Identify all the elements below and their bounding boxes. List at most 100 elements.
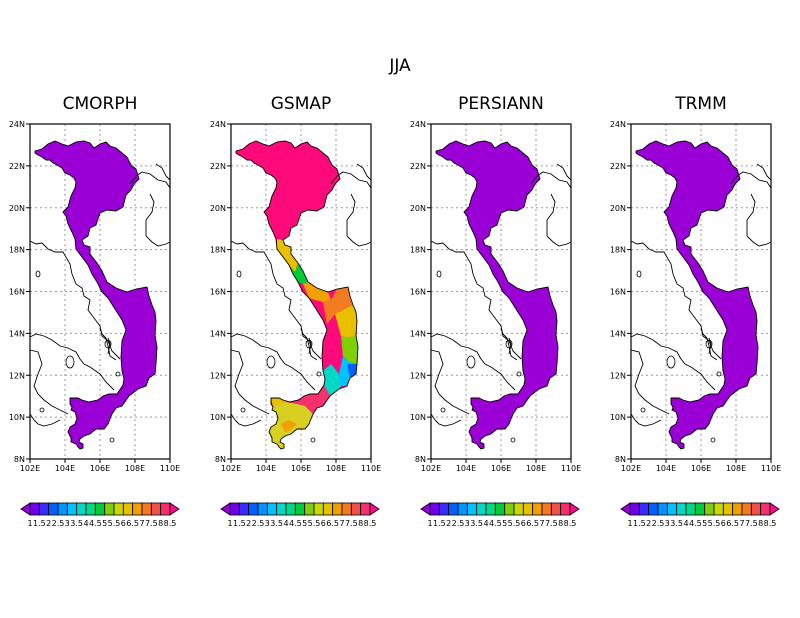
- border-line: [430, 349, 470, 415]
- colorbar-label: 6.5: [326, 519, 339, 528]
- colorbar-label: 4: [283, 519, 288, 528]
- island: [109, 437, 115, 443]
- colorbar-swatch: [522, 502, 534, 516]
- border-line: [630, 333, 716, 391]
- colorbar-swatch: [694, 502, 706, 516]
- colorbar-swatch: [704, 502, 715, 516]
- colorbar-swatch: [248, 502, 259, 516]
- colorbar-swatch: [150, 502, 162, 516]
- colorbar-label: 7: [339, 519, 344, 528]
- panel-title-persiann: PERSIANN: [458, 94, 544, 114]
- colorbar-swatch: [85, 502, 96, 516]
- precip-band: [323, 287, 353, 324]
- lat-tick-label: 20N: [610, 204, 626, 213]
- lat-tick-label: 14N: [210, 329, 226, 338]
- island: [310, 437, 316, 443]
- colorbar-label: 3.5: [470, 519, 483, 528]
- colorbar-swatch: [122, 502, 134, 516]
- lat-tick-label: 14N: [610, 329, 626, 338]
- lat-tick-label: 20N: [210, 204, 226, 213]
- lat-tick-label: 10N: [610, 413, 626, 422]
- panel-title-gsmap: GSMAP: [270, 94, 332, 114]
- border-line: [346, 193, 372, 247]
- lat-tick-label: 14N: [410, 329, 426, 338]
- colorbar-swatch: [448, 502, 459, 516]
- colorbar-swatch: [457, 502, 468, 516]
- island: [636, 270, 642, 278]
- precip-band: [335, 305, 357, 338]
- lon-tick-label: 104E: [55, 464, 75, 473]
- colorbar-label: 6: [121, 519, 126, 528]
- coastline: [635, 140, 759, 450]
- colorbar-label: 5.5: [708, 519, 721, 528]
- border-line: [756, 163, 772, 181]
- colorbar-label: 6.5: [726, 519, 739, 528]
- colorbar-swatch: [229, 502, 240, 516]
- colorbar-gsmap: 1 1.5 2 2.5 3 3.5 4 4.5 5 5.5 6 6.5 7 7.5 8 8.5: [220, 502, 380, 528]
- colorbar-swatch: [685, 502, 696, 516]
- colorbar-swatch: [629, 502, 640, 516]
- coastline: [34, 140, 158, 450]
- colorbar-label: 4.5: [489, 519, 502, 528]
- colorbar-label: 2.5: [252, 519, 265, 528]
- colorbar-swatch: [238, 502, 250, 516]
- lat-tick-label: 24N: [410, 120, 426, 129]
- colorbar-label: 4: [83, 519, 88, 528]
- lon-tick-label: 110E: [160, 464, 180, 473]
- colorbar-swatch: [322, 502, 334, 516]
- lon-tick-label: 106E: [491, 464, 511, 473]
- colorbar-label: 8.5: [564, 519, 577, 528]
- colorbar-label: 2.5: [652, 519, 665, 528]
- border-line: [546, 193, 572, 247]
- colorbar-swatch: [38, 502, 50, 516]
- border-line: [746, 193, 772, 247]
- colorbar-label: 6: [521, 519, 526, 528]
- colorbar-swatch: [266, 502, 278, 516]
- colorbar-swatch: [29, 502, 40, 516]
- colorbar-label: 5: [302, 519, 307, 528]
- lat-tick-label: 20N: [9, 204, 25, 213]
- lon-tick-label: 110E: [361, 464, 381, 473]
- lon-tick-label: 104E: [656, 464, 676, 473]
- island: [440, 407, 446, 413]
- island: [516, 371, 522, 377]
- colorbar-label: 4: [483, 519, 488, 528]
- lon-tick-label: 110E: [561, 464, 581, 473]
- lat-tick-label: 16N: [9, 288, 25, 297]
- precip-band: [323, 364, 341, 396]
- colorbar-swatch: [485, 502, 496, 516]
- colorbar-label: 7: [539, 519, 544, 528]
- map-frame-1: 102E 104E 106E 108E 110E 24N 22N 20N 18N 16N 14N 12…: [210, 120, 381, 473]
- colorbar-swatch: [276, 502, 287, 516]
- lat-tick-label: 24N: [9, 120, 25, 129]
- colorbar-arrow-low: [20, 502, 31, 516]
- lon-tick-label: 108E: [726, 464, 746, 473]
- colorbar-label: 8: [558, 519, 563, 528]
- colorbar-swatch: [141, 502, 152, 516]
- colorbar-swatch: [750, 502, 762, 516]
- precip-band: [281, 420, 297, 432]
- precip-band: [339, 356, 357, 386]
- colorbar-label: 1.5: [33, 519, 46, 528]
- lat-tick-label: 10N: [410, 413, 426, 422]
- colorbar-swatch: [550, 502, 562, 516]
- border-line: [330, 171, 372, 189]
- colorbar-swatch: [648, 502, 659, 516]
- lat-tick-label: 8N: [14, 455, 25, 464]
- country-fill: [436, 141, 558, 449]
- border-line: [29, 349, 69, 415]
- border-line: [230, 413, 262, 427]
- lat-tick-label: 12N: [210, 371, 226, 380]
- colorbar-persiann: 1 1.5 2 2.5 3 3.5 4 4.5 5 5.5 6 6.5 7 7.5 8 8.5: [420, 502, 580, 528]
- colorbar-trmm: 1 1.5 2 2.5 3 3.5 4 4.5 5 5.5 6 6.5 7 7.5 8 8.5: [620, 502, 780, 528]
- country-fill: [35, 141, 157, 449]
- lat-tick-label: 8N: [215, 455, 226, 464]
- colorbar-label: 7.5: [745, 519, 758, 528]
- colorbar-label: 8: [158, 519, 163, 528]
- colorbar-label: 4.5: [289, 519, 302, 528]
- colorbar-arrow-low: [420, 502, 431, 516]
- colorbar-label: 1: [27, 519, 32, 528]
- colorbar-swatch: [57, 502, 68, 516]
- colorbar-label: 3: [65, 519, 70, 528]
